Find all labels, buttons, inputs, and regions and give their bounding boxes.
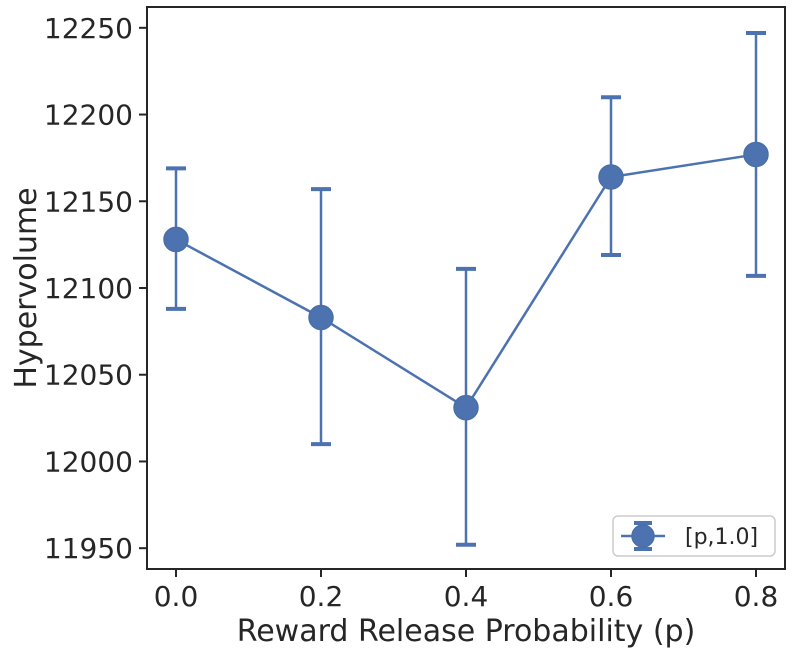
y-tick-label: 12100 [44, 272, 133, 305]
y-tick-label: 12000 [44, 445, 133, 478]
x-tick-label: 0.8 [734, 580, 779, 613]
x-tick-label: 0.4 [444, 580, 489, 613]
x-tick-label: 0.6 [589, 580, 634, 613]
y-axis-label: Hypervolume [9, 187, 44, 388]
data-point [163, 226, 189, 253]
y-tick-label: 12200 [44, 99, 133, 132]
y-tick-label: 12250 [44, 12, 133, 45]
y-tick-label: 12050 [44, 359, 133, 392]
axes-layer: 11950 12000 12050 12100 12150 12200 12250 0.0 0.… [44, 6, 786, 613]
x-axis-label: Reward Release Probability (p) [237, 614, 696, 649]
data-point [598, 164, 624, 190]
x-tick-label: 0.0 [154, 580, 199, 613]
x-tick-label: 0.2 [299, 580, 344, 613]
data-point [453, 394, 479, 421]
legend: [p,1.0] [612, 515, 776, 557]
legend-marker [631, 524, 655, 548]
data-layer [163, 31, 769, 547]
data-point [308, 304, 334, 331]
y-tick-label: 12150 [44, 185, 133, 218]
data-point [743, 141, 769, 168]
y-tick-label: 11950 [44, 532, 133, 565]
legend-label: [p,1.0] [685, 525, 758, 550]
legend-box [612, 515, 776, 557]
